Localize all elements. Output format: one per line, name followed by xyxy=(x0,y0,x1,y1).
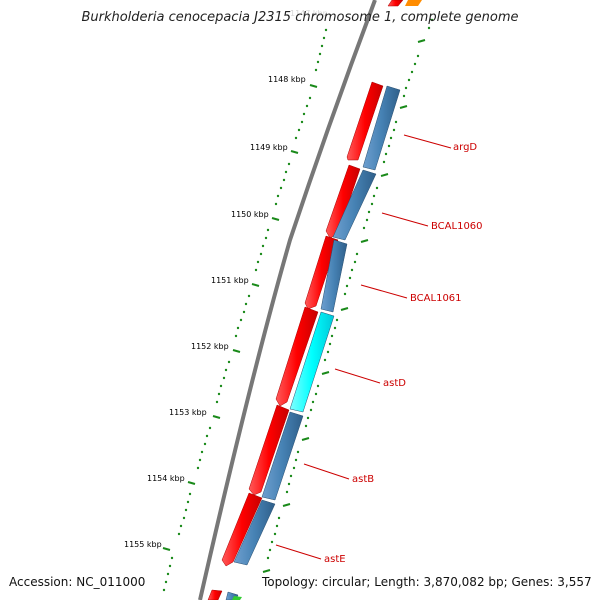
tick-dots-outer xyxy=(162,28,328,592)
tick-label: 1150 kbp xyxy=(231,210,269,219)
cds-bottom xyxy=(207,589,223,600)
gene-bcal1061 xyxy=(320,239,348,313)
tick-label: 1155 kbp xyxy=(124,540,162,549)
cds-astD xyxy=(275,306,319,407)
gene-label: argD xyxy=(453,142,477,153)
backbone-arc xyxy=(198,0,377,600)
tick-label: 1151 kbp xyxy=(211,276,249,285)
gene-astD xyxy=(289,311,335,413)
gene-argD xyxy=(362,85,401,171)
tick-dashes-inner xyxy=(262,39,426,573)
tick-labels: 1148 kbp 1149 kbp 1150 kbp 1151 kbp 1152… xyxy=(124,75,306,549)
tick-dashes-outer xyxy=(162,84,318,551)
gene-label: BCAL1060 xyxy=(431,221,483,232)
gene-labels: argD BCAL1060 BCAL1061 astD astB astE xyxy=(324,142,483,565)
tick-label: 1154 kbp xyxy=(147,474,185,483)
tick-dots-inner xyxy=(266,18,434,560)
gene-astE xyxy=(233,499,276,566)
cds-bcal1061 xyxy=(304,235,339,310)
tick-label-partial: 1147 kbp xyxy=(290,9,328,18)
topology-text: Topology: circular; Length: 3,870,082 bp… xyxy=(262,575,592,589)
gene-top-orange xyxy=(405,0,422,6)
accession-text: Accession: NC_011000 xyxy=(9,575,146,589)
tick-label: 1153 kbp xyxy=(169,408,207,417)
map-title: Burkholderia cenocepacia J2315 chromosom… xyxy=(81,10,519,25)
cds-track xyxy=(207,0,404,600)
gene-label: astB xyxy=(352,474,374,485)
cds-argD xyxy=(346,81,384,161)
gene-bottom-green xyxy=(232,596,242,600)
gene-astB xyxy=(261,411,304,501)
gene-label: astD xyxy=(383,378,406,389)
cds-astB xyxy=(248,404,290,496)
tick-label: 1152 kbp xyxy=(191,342,229,351)
cds-top xyxy=(387,0,404,7)
gene-label: BCAL1061 xyxy=(410,293,462,304)
tick-label: 1148 kbp xyxy=(268,75,306,84)
gene-leader-lines xyxy=(275,134,452,560)
gene-bcal1060 xyxy=(332,169,377,241)
cds-astE xyxy=(221,492,263,567)
gene-label: astE xyxy=(324,554,346,565)
tick-label: 1149 kbp xyxy=(250,143,288,152)
gene-track xyxy=(225,85,401,600)
